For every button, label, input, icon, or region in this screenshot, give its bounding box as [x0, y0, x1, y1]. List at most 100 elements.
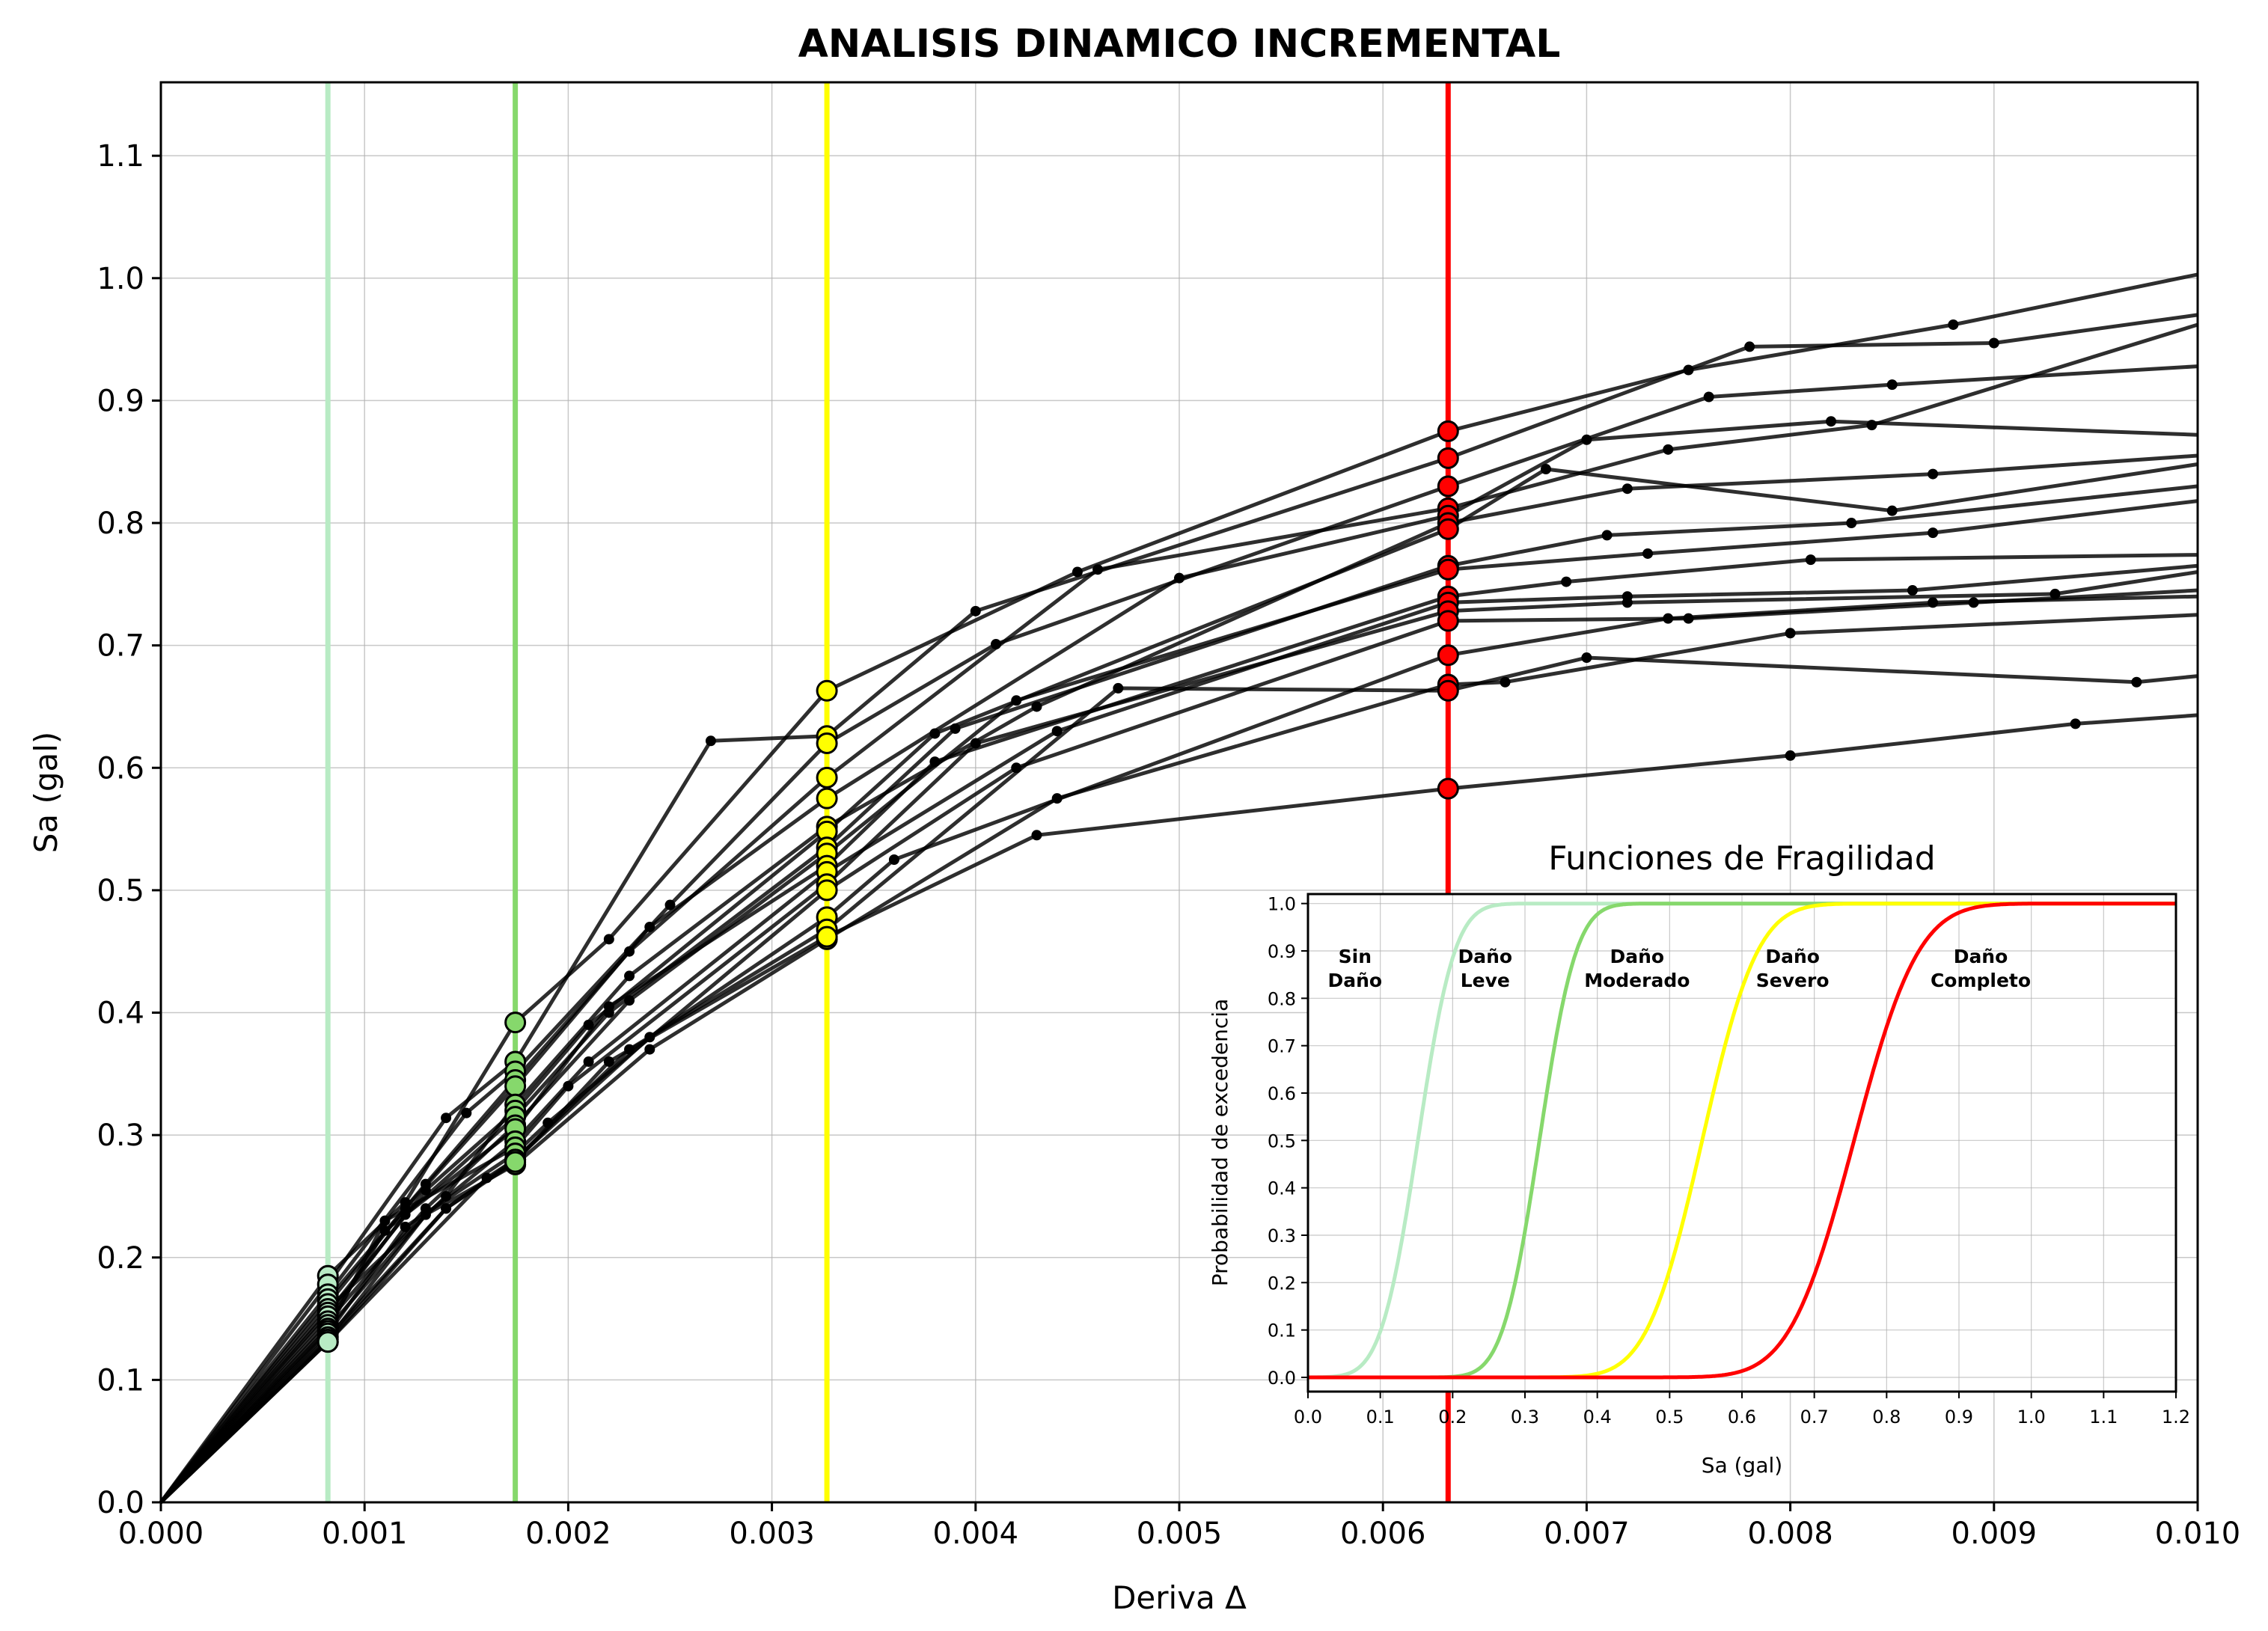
ida-point: [1561, 576, 1572, 587]
threshold-marker: [504, 1012, 527, 1034]
main-y-tick-label: 0.9: [97, 384, 144, 418]
threshold-marker: [816, 766, 838, 789]
inset-x-tick-label: 0.0: [1294, 1407, 1322, 1427]
threshold-marker: [1437, 518, 1459, 540]
damage-state-label: Sin: [1339, 946, 1372, 967]
ida-point: [379, 1215, 391, 1226]
threshold-marker: [816, 679, 838, 702]
main-x-tick-label: 0.009: [1951, 1517, 2038, 1551]
main-x-tick-label: 0.004: [933, 1517, 1019, 1551]
ida-point: [1072, 566, 1083, 578]
threshold-marker: [1437, 679, 1459, 702]
inset-x-tick-label: 0.2: [1438, 1407, 1467, 1427]
inset-y-tick-label: 0.1: [1268, 1321, 1296, 1341]
ida-point: [1642, 548, 1654, 559]
threshold-marker: [504, 1075, 527, 1098]
inset-y-axis-ticks: 0.0 0.1 0.2 0.3 0.4 0.5 0.6 0.7 0.8 0.9 1.0: [1268, 894, 1308, 1389]
threshold-marker: [816, 879, 838, 902]
ida-point: [1663, 444, 1674, 455]
inset-x-tick-label: 0.5: [1655, 1407, 1684, 1427]
ida-point: [1785, 628, 1796, 639]
inset-y-tick-label: 0.3: [1268, 1225, 1296, 1246]
threshold-marker: [1437, 447, 1459, 469]
ida-point: [1846, 518, 1857, 529]
damage-state-label: Severo: [1756, 970, 1830, 991]
ida-point: [644, 1044, 655, 1055]
ida-point: [603, 1056, 614, 1067]
main-x-axis-label: Deriva Δ: [1112, 1579, 1247, 1616]
inset-y-tick-label: 0.2: [1268, 1273, 1296, 1294]
inset-y-tick-label: 0.9: [1268, 941, 1296, 962]
main-y-tick-label: 0.7: [97, 629, 144, 664]
ida-point: [1621, 597, 1633, 608]
ida-point: [1785, 750, 1796, 761]
ida-point: [1011, 695, 1022, 706]
inset-x-tick-label: 0.4: [1583, 1407, 1612, 1427]
ida-point: [1988, 337, 1999, 349]
ida-point: [1886, 505, 1898, 516]
ida-point: [1031, 830, 1042, 841]
ida-point: [441, 1203, 452, 1214]
damage-state-label: Moderado: [1584, 970, 1690, 991]
ida-point: [1948, 319, 1959, 330]
main-y-axis-label: Sa (gal): [28, 732, 64, 854]
inset-y-tick-label: 0.5: [1268, 1130, 1296, 1151]
threshold-marker: [1437, 610, 1459, 632]
ida-point: [2131, 676, 2142, 688]
ida-point: [1581, 652, 1592, 664]
inset-x-tick-label: 0.3: [1511, 1407, 1539, 1427]
inset-y-axis-label: Probabilidad de excedencia: [1208, 999, 1232, 1286]
damage-state-labels: Sin Daño Daño Leve Daño Moderado Daño Severo Dañ…: [1328, 946, 2032, 991]
main-x-tick-label: 0.005: [1137, 1517, 1223, 1551]
ida-point: [603, 934, 614, 945]
damage-state-label: Daño: [1458, 946, 1513, 967]
main-x-tick-label: 0.003: [729, 1517, 815, 1551]
damage-state-label: Daño: [1954, 946, 2008, 967]
ida-point: [420, 1209, 431, 1220]
main-y-tick-label: 0.5: [97, 874, 144, 908]
main-y-tick-label: 0.1: [97, 1363, 144, 1398]
ida-point: [1928, 597, 1939, 608]
ida-point: [1886, 379, 1898, 391]
inset-y-tick-label: 0.7: [1268, 1036, 1296, 1057]
ida-point: [461, 1107, 472, 1119]
damage-state-label: Daño: [1328, 970, 1383, 991]
ida-point: [603, 1001, 614, 1012]
ida-point: [1601, 530, 1613, 541]
damage-state-label: Daño: [1610, 946, 1665, 967]
main-y-tick-label: 1.1: [97, 139, 144, 174]
threshold-markers: [317, 420, 1459, 1353]
inset-y-tick-label: 0.6: [1268, 1083, 1296, 1104]
threshold-marker: [504, 1151, 527, 1173]
ida-point: [929, 756, 941, 768]
damage-state-label: Completo: [1931, 970, 2031, 991]
ida-chart: 0.000 0.001 0.002 0.003 0.004 0.005 0.006 0.007…: [28, 22, 2240, 1616]
main-x-axis-ticks: 0.000 0.001 0.002 0.003 0.004 0.005 0.006 0.007…: [118, 1502, 2241, 1551]
inset-x-tick-label: 1.2: [2162, 1407, 2190, 1427]
ida-point: [970, 605, 981, 616]
threshold-marker: [1437, 558, 1459, 581]
main-x-tick-label: 0.007: [1544, 1517, 1630, 1551]
inset-y-tick-label: 0.4: [1268, 1178, 1296, 1199]
main-y-tick-label: 1.0: [97, 262, 144, 296]
main-y-tick-label: 0.2: [97, 1241, 144, 1276]
main-x-tick-label: 0.001: [322, 1517, 408, 1551]
main-x-tick-label: 0.008: [1747, 1517, 1833, 1551]
ida-point: [970, 738, 981, 749]
threshold-marker: [816, 732, 838, 755]
ida-point: [1113, 682, 1124, 694]
threshold-marker: [1437, 777, 1459, 800]
ida-point: [1703, 391, 1714, 403]
ida-point: [1051, 726, 1063, 737]
main-y-tick-label: 0.3: [97, 1119, 144, 1153]
ida-point: [624, 995, 635, 1006]
main-x-tick-label: 0.000: [118, 1517, 204, 1551]
ida-point: [1744, 341, 1755, 352]
ida-point: [1928, 527, 1939, 539]
main-y-axis-ticks: 0.0 0.1 0.2 0.3 0.4 0.5 0.6 0.7 0.8 0.9 1.0 1.1: [97, 139, 161, 1520]
inset-chart-title: Funciones de Fragilidad: [1548, 839, 1935, 878]
ida-point: [1174, 572, 1185, 584]
main-x-tick-label: 0.006: [1340, 1517, 1426, 1551]
main-x-tick-label: 0.010: [2155, 1517, 2241, 1551]
inset-x-tick-label: 0.6: [1728, 1407, 1756, 1427]
